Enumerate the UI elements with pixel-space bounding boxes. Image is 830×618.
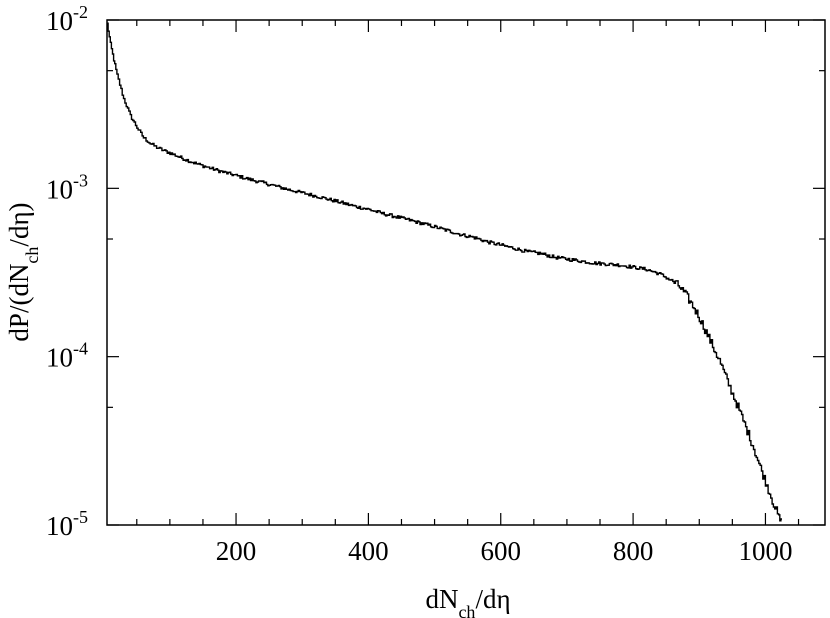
x-tick-label: 800 [613,536,654,566]
x-tick-label: 600 [480,536,521,566]
x-tick-label: 200 [216,536,257,566]
x-tick-label: 400 [348,536,389,566]
ticks [107,19,825,526]
y-tick-label: 10-3 [46,170,88,204]
y-tick-label: 10-4 [46,339,88,373]
x-axis-title: dNch/dη [425,584,510,618]
x-tick-label: 1000 [738,536,792,566]
series-group [107,22,782,522]
y-axis-title: dP/(dNch/dη) [4,202,42,341]
series-line [107,22,782,522]
y-tick-label: 10-5 [46,507,88,541]
y-tick-label: 10-2 [46,2,88,36]
tick-labels: 200 400 600 800 1000 10-5 10-4 10-3 10-2 [46,2,792,566]
plot-frame [106,19,826,526]
